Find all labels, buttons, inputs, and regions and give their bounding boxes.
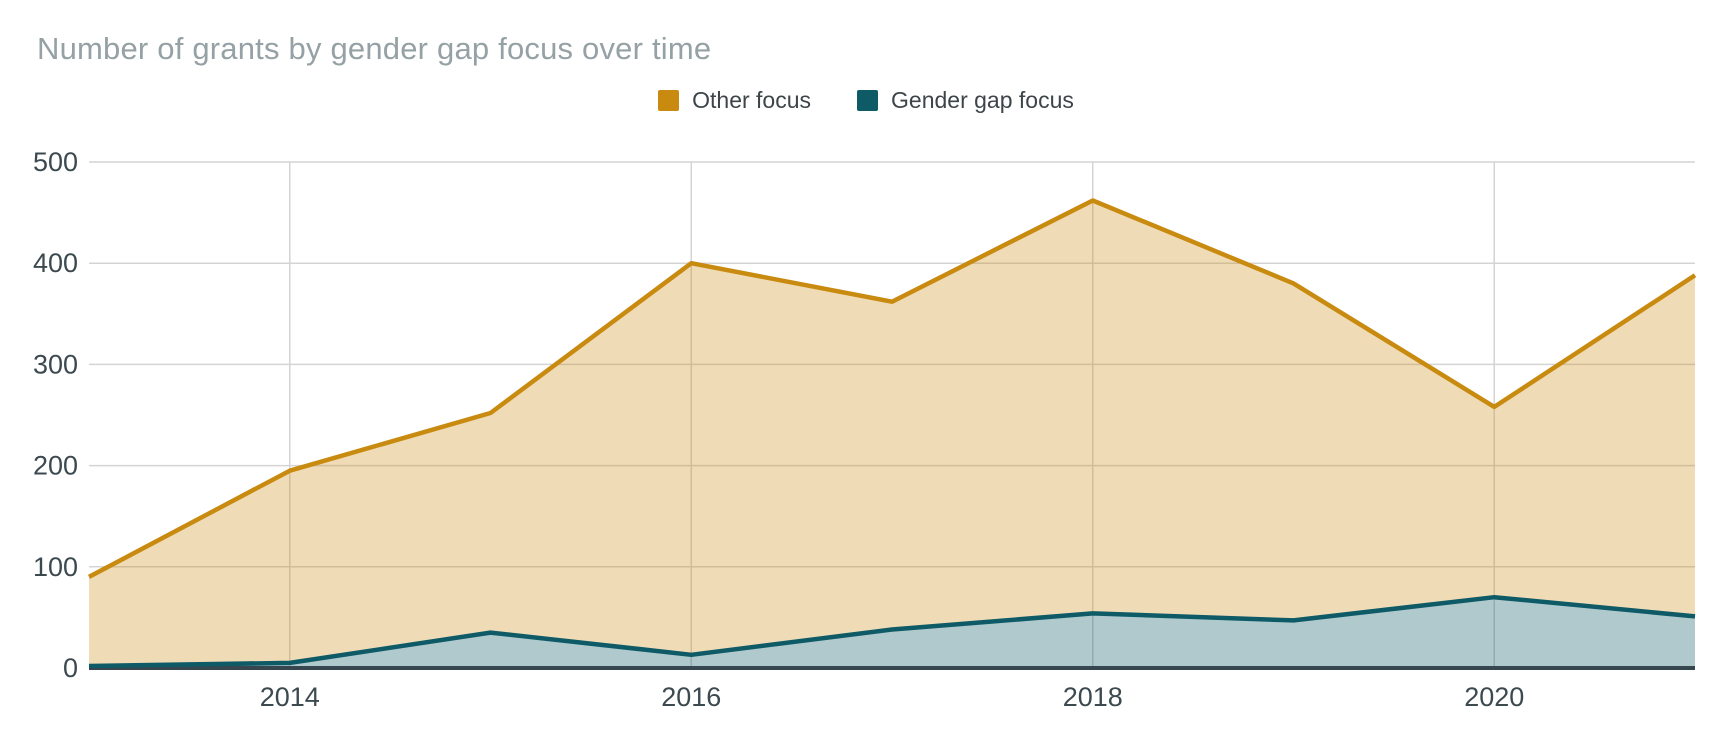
y-tick-label: 100 [33,552,78,582]
x-tick-label: 2020 [1464,682,1524,712]
legend-item-other-focus[interactable]: Other focus [658,87,811,114]
y-tick-label: 200 [33,451,78,481]
legend-label-other-focus: Other focus [692,87,812,113]
legend-swatch-gender-gap-focus-icon [857,90,879,111]
chart-title: Number of grants by gender gap focus ove… [37,31,712,66]
chart-legend: Other focus Gender gap focus [0,87,1732,114]
line-other-focus[interactable] [87,198,1697,579]
x-tick-label: 2016 [661,682,721,712]
x-tick-label: 2014 [260,682,320,712]
gridlines [89,161,1695,668]
y-tick-label: 500 [33,147,78,177]
legend-label-gender-gap-focus: Gender gap focus [891,87,1074,113]
x-axis-labels: 2014 2016 2018 2020 [260,682,1525,712]
y-axis-labels: 0 100 200 300 400 500 [33,147,78,683]
area-other-focus [89,200,1695,666]
legend-swatch-other-focus-icon [658,90,680,111]
x-tick-label: 2018 [1063,682,1123,712]
y-tick-label: 400 [33,248,78,278]
y-tick-label: 300 [33,349,78,379]
line-gender-gap-focus[interactable] [88,594,1696,669]
area-gender-gap-focus [89,597,1695,668]
y-tick-label: 0 [63,653,78,683]
legend-item-gender-gap-focus[interactable]: Gender gap focus [857,87,1074,114]
